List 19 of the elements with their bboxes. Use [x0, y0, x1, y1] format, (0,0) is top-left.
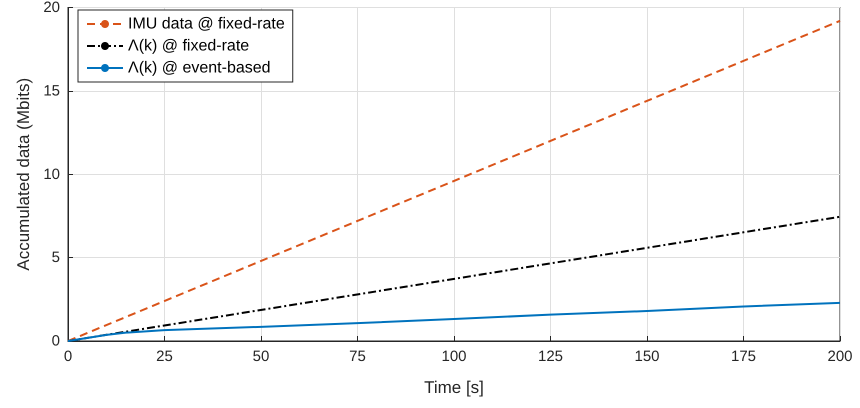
y-tick-label: 5 [52, 249, 60, 266]
y-tick-label: 0 [52, 332, 60, 350]
x-tick-label: 200 [827, 348, 853, 365]
legend-label: IMU data @ fixed-rate [128, 16, 285, 32]
x-tick-label: 25 [156, 348, 173, 365]
legend-label: Λ(k) @ fixed-rate [128, 38, 250, 54]
x-tick-label: 125 [538, 348, 564, 365]
x-tick-label: 175 [730, 348, 756, 365]
y-tick-label: 20 [43, 0, 60, 16]
x-axis-title: Time [s] [424, 378, 484, 397]
y-tick-label: 15 [43, 82, 60, 100]
x-tick-label: 75 [349, 348, 366, 365]
x-tick-label: 100 [441, 348, 467, 365]
legend-label: Λ(k) @ event-based [128, 60, 271, 76]
y-tick-label: 10 [43, 166, 60, 183]
x-tick-label: 50 [252, 348, 270, 365]
x-tick-label: 0 [64, 348, 72, 365]
x-tick-label: 150 [634, 348, 660, 365]
y-axis-title: Accumulated data (Mbits) [14, 78, 33, 271]
